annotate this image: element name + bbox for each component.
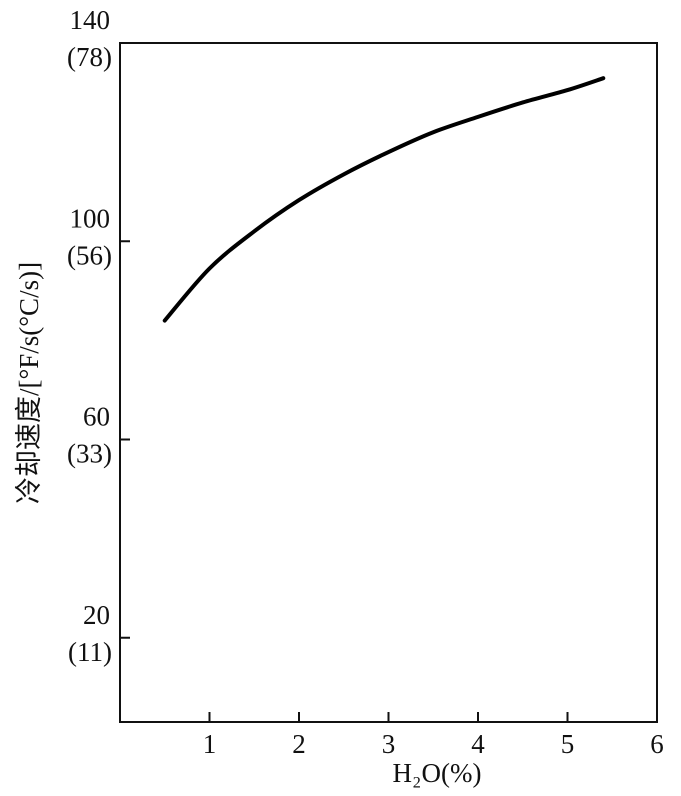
x-axis-title: H₂O(%) (393, 758, 482, 788)
x-tick-label: 4 (471, 729, 485, 759)
x-tick-label: 3 (382, 729, 396, 759)
line (162, 76, 606, 323)
x-tick-label: 6 (650, 729, 664, 759)
y-tick-label: 140 (70, 5, 111, 35)
y-tick-label: 60 (83, 402, 110, 432)
plot-frame (119, 42, 658, 723)
y-tick-label: 20 (83, 600, 110, 630)
x-tick-label: 1 (203, 729, 217, 759)
y-tick-secondary-label: (56) (67, 240, 112, 270)
x-tick-label: 5 (561, 729, 575, 759)
y-tick-secondary-label: (78) (67, 42, 112, 72)
y-tick-secondary-label: (11) (68, 637, 112, 667)
y-tick-label: 100 (70, 203, 111, 233)
x-tick-label: 2 (292, 729, 306, 759)
y-tick-secondary-label: (33) (67, 439, 112, 469)
y-axis-title: 冷却速度/[°F/s(°C/s)] (14, 262, 44, 504)
